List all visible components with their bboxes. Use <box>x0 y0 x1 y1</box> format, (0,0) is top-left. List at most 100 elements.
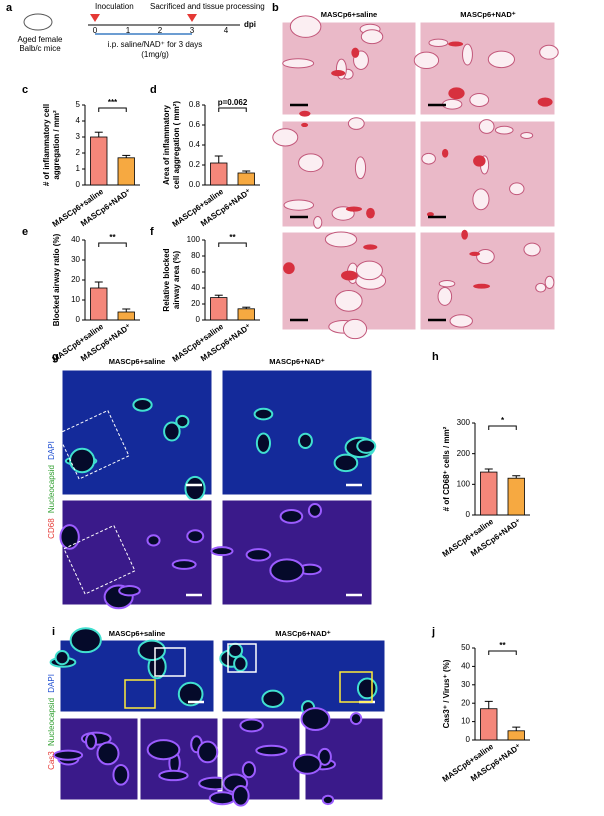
significance-bracket <box>98 107 127 112</box>
airway <box>210 546 234 557</box>
micrograph <box>221 369 373 496</box>
blood <box>299 110 311 117</box>
airway <box>428 38 449 48</box>
y-axis-label: Relative blocked <box>162 248 171 311</box>
y-tick-label: 20 <box>191 299 200 308</box>
panel-letter: j <box>431 626 435 638</box>
airway <box>255 744 288 757</box>
y-tick-label: 10 <box>71 295 80 304</box>
airway <box>171 559 197 570</box>
y-tick-label: 0.0 <box>189 180 201 189</box>
arrow <box>187 14 197 22</box>
blood <box>345 206 363 212</box>
y-tick-label: 0 <box>196 315 201 324</box>
airway <box>186 529 205 544</box>
panel-letter: b <box>272 2 279 14</box>
blood <box>469 251 481 257</box>
airway <box>69 447 96 474</box>
day: 3 <box>190 26 195 35</box>
panel-letter: a <box>6 2 13 14</box>
airway <box>208 791 236 806</box>
airway <box>279 508 304 524</box>
bar <box>210 297 228 321</box>
significance-bracket <box>98 242 127 247</box>
y-axis-label: Blocked airway ratio (%) <box>52 233 61 326</box>
y-tick-label: 0 <box>466 510 471 519</box>
airway <box>112 764 130 786</box>
y-axis-label: # of inflammatory cell <box>42 104 51 186</box>
stain-label: CD68 Nucleocapsid DAPI <box>47 441 56 539</box>
airway <box>163 421 181 442</box>
stain: CD68 <box>47 518 56 539</box>
column-header: MASCp6+NAD⁺ <box>269 357 324 366</box>
airway <box>85 732 98 750</box>
treatment: i.p. saline/NAD⁺ for 3 days <box>108 40 202 49</box>
bar <box>90 136 108 186</box>
airway <box>313 216 323 229</box>
airway <box>245 548 272 562</box>
bar <box>90 287 108 321</box>
x-tick-label: MASCp6+NAD⁺ <box>469 742 523 783</box>
airway <box>184 475 206 502</box>
y-tick-label: 0.2 <box>189 160 201 169</box>
airway <box>469 92 490 107</box>
airway <box>342 318 368 340</box>
panel-letter: h <box>432 351 439 363</box>
roi <box>63 524 136 595</box>
roi <box>154 647 186 677</box>
day: 0 <box>93 26 98 35</box>
airway <box>227 642 244 658</box>
arrow <box>90 14 100 22</box>
airway <box>355 260 383 281</box>
dose: (1mg/g) <box>141 50 169 59</box>
airway <box>356 438 377 454</box>
airway <box>52 749 84 761</box>
y-tick-label: 30 <box>461 680 470 689</box>
day: 4 <box>224 26 229 35</box>
mouse-icon <box>23 13 53 31</box>
panel-letter: f <box>150 226 154 238</box>
y-tick-label: 50 <box>461 643 470 652</box>
y-tick-label: 100 <box>457 479 471 488</box>
airway <box>282 58 315 69</box>
y-tick-label: 0.8 <box>189 100 201 109</box>
airway <box>321 794 335 806</box>
airway <box>349 712 363 726</box>
blood <box>283 262 295 275</box>
airway <box>59 524 80 550</box>
stain: Nucleocapsid <box>47 698 56 746</box>
airway <box>175 414 190 429</box>
airway <box>54 650 70 666</box>
significance-bracket <box>488 650 517 655</box>
airway <box>69 627 102 654</box>
micrograph <box>61 369 213 496</box>
day: 1 <box>126 26 131 35</box>
panel-letter: e <box>22 226 28 238</box>
mice-label: Aged female <box>18 35 63 44</box>
y-axis-label: aggregation / mm² <box>52 110 61 180</box>
y-tick-label: 0.6 <box>189 120 201 129</box>
airway <box>197 740 219 764</box>
airway <box>317 747 332 766</box>
bar <box>507 477 525 516</box>
airway <box>487 50 516 69</box>
blood <box>341 270 358 281</box>
blood <box>473 283 490 289</box>
airway <box>449 314 473 328</box>
airway <box>421 152 436 165</box>
airway <box>472 188 490 211</box>
airway <box>261 689 285 708</box>
y-tick-label: 300 <box>457 418 471 427</box>
airway <box>239 718 264 733</box>
airway <box>137 639 166 661</box>
roi <box>57 409 130 480</box>
panel-letter: i <box>52 626 55 638</box>
y-tick-label: 0 <box>466 735 471 744</box>
column-header: MASCp6+saline <box>321 10 377 19</box>
airway <box>292 753 322 775</box>
airway <box>96 741 120 766</box>
blood <box>537 97 553 107</box>
label: Inoculation <box>95 2 134 11</box>
column-header: MASCp6+saline <box>109 357 165 366</box>
airway <box>132 398 153 412</box>
